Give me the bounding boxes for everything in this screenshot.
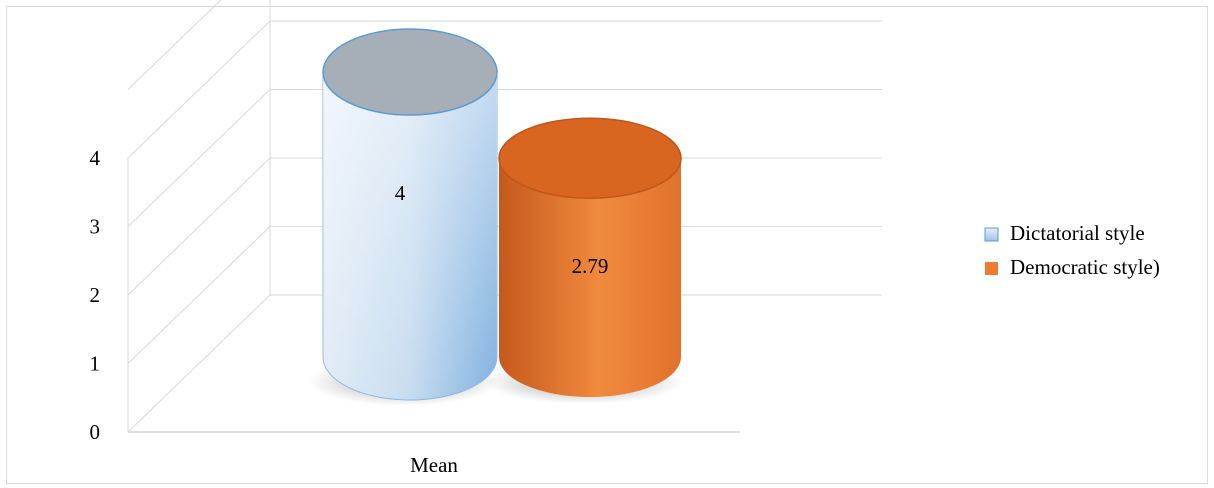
- bars: 42.79: [309, 28, 683, 406]
- y-tick-label: 1: [90, 352, 101, 376]
- legend: Dictatorial style Democratic style): [984, 221, 1160, 279]
- y-tick-label: 0: [90, 420, 101, 444]
- bar-body: [499, 158, 681, 397]
- bar-top: [498, 117, 682, 199]
- x-axis-labels: Mean: [410, 453, 458, 477]
- gridline-side-5: [127, 0, 222, 90]
- legend-label: Dictatorial style: [1010, 221, 1145, 245]
- bar-body-highlight: [323, 72, 497, 400]
- legend-label: Democratic style): [1010, 255, 1160, 279]
- y-tick-label: 4: [90, 146, 101, 170]
- y-tick-label: 2: [90, 283, 101, 307]
- floor-side-edge: [127, 294, 271, 433]
- data-label: 4: [395, 181, 406, 205]
- y-axis-ticks: 0 1 2 3 4: [90, 146, 101, 444]
- gridline-side-4: [127, 20, 271, 159]
- bar-democratic-style: 2.79: [498, 117, 682, 397]
- data-label: 2.79: [572, 254, 609, 278]
- gridline-side-2: [127, 157, 271, 296]
- legend-swatch: [984, 227, 999, 242]
- y-tick-label: 3: [90, 215, 101, 239]
- gridline-side-3: [127, 89, 271, 227]
- gridline-side-1: [127, 226, 271, 364]
- x-tick-label: Mean: [410, 453, 458, 477]
- bar-top: [322, 28, 498, 116]
- bar-dictatorial-style: 4: [322, 28, 498, 401]
- chart-walls: [127, 0, 740, 433]
- legend-swatch: [985, 262, 998, 275]
